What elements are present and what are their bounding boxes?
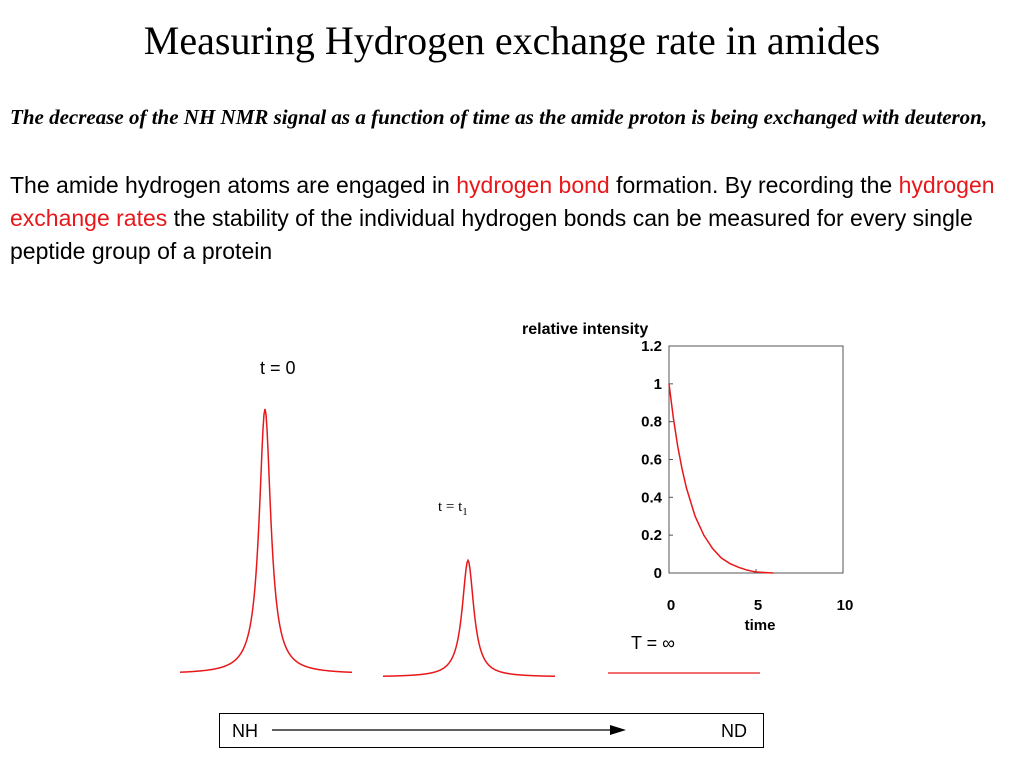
body-paragraph: The amide hydrogen atoms are engaged in …	[10, 169, 1015, 268]
y-tick-label: 0.4	[641, 489, 663, 506]
slide-subtitle: The decrease of the NH NMR signal as a f…	[10, 105, 988, 129]
body-text-part1: The amide hydrogen atoms are engaged in	[10, 172, 457, 198]
decay-curve	[668, 383, 774, 574]
highlight-hydrogen-exchange-rates: hydrogen exchange rates	[10, 172, 995, 231]
x-axis-label: time	[745, 617, 776, 634]
exchange-arrow	[272, 725, 626, 735]
nd-label: ND	[721, 721, 747, 741]
spectrum-peak-t1	[382, 558, 556, 677]
y-tick-label: 0.6	[641, 452, 662, 469]
y-tick-label: 0	[654, 565, 662, 582]
chart-plot-frame	[668, 345, 844, 574]
y-tick-label: 1	[654, 376, 662, 393]
x-tick-label: 5	[754, 597, 762, 614]
body-text-part2: formation. By recording the	[609, 172, 899, 198]
highlight-hydrogen-bond: hydrogen bond	[456, 172, 610, 198]
body-text-part3: the stability of the individual hydrogen…	[10, 205, 973, 264]
y-tick-label: 1.2	[641, 338, 662, 355]
spectrum-peak-t0	[179, 408, 353, 674]
exchange-direction-bar: NH ND	[219, 713, 764, 748]
y-tick-label: 0.2	[641, 527, 662, 544]
chart-title: relative intensity	[522, 321, 648, 338]
decay-chart: relative intensity 1.2 1 0.8 0.6 0.4 0.2 0 0 5 1…	[522, 321, 853, 634]
label-t0: t = 0	[260, 358, 296, 378]
x-tick-label: 0	[667, 597, 675, 614]
nh-label: NH	[232, 721, 258, 741]
label-tinf: T = ∞	[631, 633, 675, 653]
slide-title: Measuring Hydrogen exchange rate in amid…	[143, 18, 881, 63]
y-tick-label: 0.8	[641, 414, 662, 431]
x-tick-label: 10	[837, 597, 854, 614]
label-t1: t = t1	[438, 499, 468, 518]
